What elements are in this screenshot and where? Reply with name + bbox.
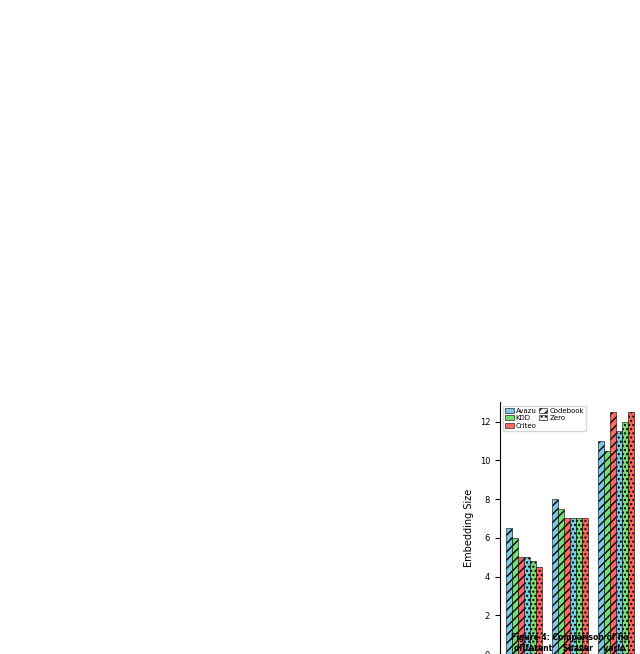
Text: Figure 4: Comparison of ho
different    Shaver    vario: Figure 4: Comparison of ho different Sha… <box>511 633 628 653</box>
Bar <box>564 519 570 654</box>
Bar <box>598 441 604 654</box>
Y-axis label: Embedding Size: Embedding Size <box>464 489 474 567</box>
Bar <box>570 519 576 654</box>
Bar <box>506 528 512 654</box>
Bar <box>512 538 518 654</box>
Legend: Avazu, KDD, Criteo, Codebook, Zero: Avazu, KDD, Criteo, Codebook, Zero <box>503 405 586 430</box>
Bar <box>582 519 588 654</box>
Bar <box>536 567 542 654</box>
Bar <box>558 509 564 654</box>
Bar <box>621 422 628 654</box>
Bar <box>610 412 616 654</box>
Bar <box>628 412 634 654</box>
Bar <box>552 499 558 654</box>
Bar <box>530 561 536 654</box>
Bar <box>524 557 530 654</box>
Bar <box>604 451 610 654</box>
Bar <box>576 519 582 654</box>
Bar <box>518 557 524 654</box>
Bar <box>616 431 621 654</box>
